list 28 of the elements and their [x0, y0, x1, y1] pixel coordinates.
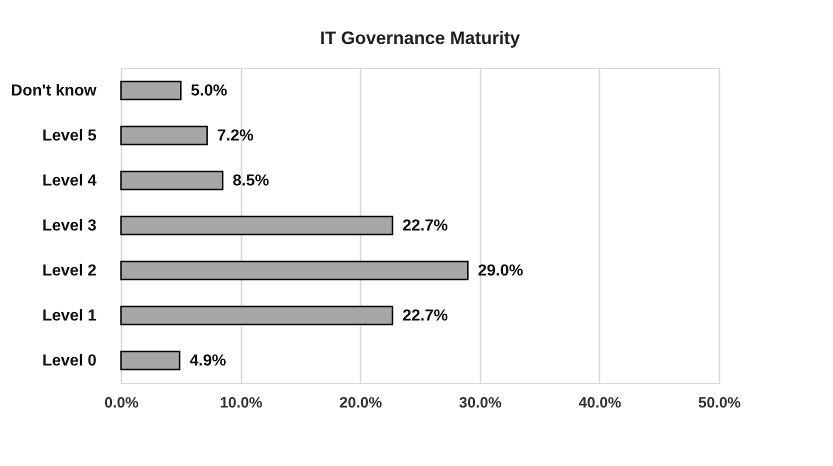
- x-tick-label: 0.0%: [104, 394, 139, 412]
- bar: [120, 126, 208, 146]
- data-label: 22.7%: [402, 308, 448, 324]
- y-tick-label: Level 4: [42, 172, 97, 190]
- bar: [120, 80, 182, 100]
- x-tick-label: 30.0%: [459, 394, 502, 412]
- data-label: 22.7%: [402, 218, 448, 234]
- data-label: 4.9%: [190, 352, 226, 370]
- data-label: 8.5%: [232, 172, 270, 190]
- x-tick-label: 50.0%: [698, 394, 741, 412]
- bar: [120, 216, 394, 236]
- y-tick-label: Level 0: [42, 352, 97, 370]
- x-tick-label: 10.0%: [220, 394, 262, 412]
- y-tick-label: Level 1: [42, 308, 97, 324]
- bar: [120, 260, 469, 280]
- y-tick-label: Don't know: [10, 82, 98, 100]
- y-tick-label: Level 5: [42, 128, 97, 144]
- bar: [120, 350, 180, 370]
- data-label: 29.0%: [478, 262, 524, 280]
- chart-title: IT Governance Maturity: [320, 28, 520, 48]
- y-tick-label: Level 3: [42, 218, 97, 234]
- data-label: 7.2%: [217, 128, 254, 144]
- data-label: 5.0%: [190, 82, 228, 100]
- bar: [120, 306, 394, 326]
- bar: [120, 170, 224, 190]
- x-tick-label: 40.0%: [578, 394, 622, 412]
- x-tick-label: 20.0%: [339, 394, 382, 412]
- y-tick-label: Level 2: [42, 262, 97, 280]
